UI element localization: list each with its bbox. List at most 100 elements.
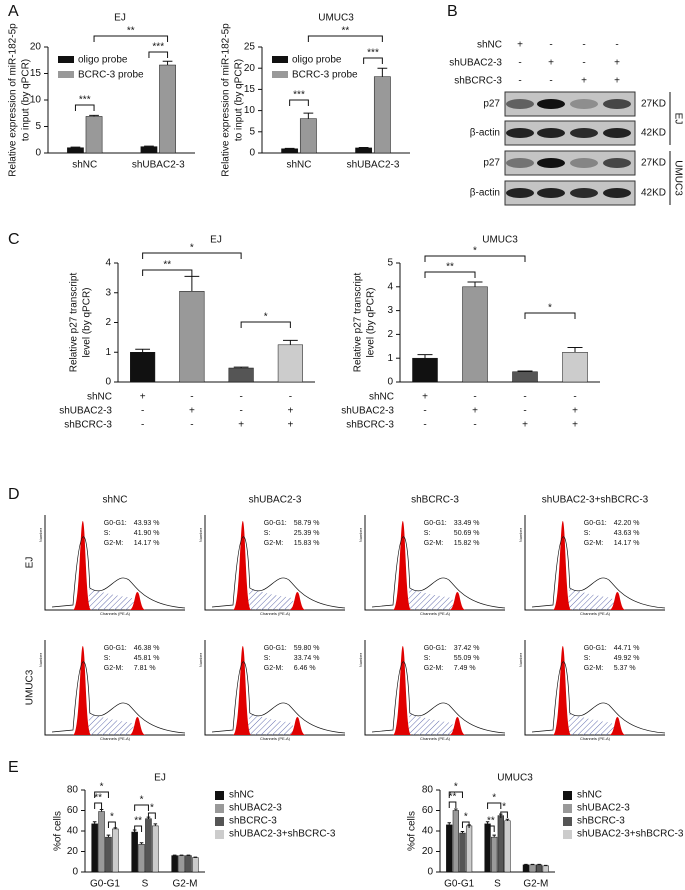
flow-stat-label: G2-M: bbox=[424, 540, 444, 547]
legend-label: oligo probe bbox=[78, 55, 128, 66]
error-bar bbox=[530, 863, 535, 865]
significance-bracket bbox=[500, 811, 508, 818]
significance-bracket bbox=[307, 35, 383, 42]
significance-label: ** bbox=[487, 816, 495, 827]
y-tick-label: 3 bbox=[387, 305, 393, 316]
legend-label: shBCRC-3 bbox=[229, 816, 277, 827]
blot-condition-label: shBCRC-3 bbox=[454, 76, 502, 87]
bar bbox=[504, 820, 511, 873]
bar bbox=[497, 815, 504, 873]
bar bbox=[185, 855, 192, 873]
condition-sign: - bbox=[473, 420, 476, 431]
flow-stat-value: 43.63 % bbox=[614, 530, 640, 537]
condition-label: shUBAC2-3 bbox=[59, 406, 112, 417]
y-tick-label: 20 bbox=[67, 846, 79, 857]
y-tick-label: 0 bbox=[249, 148, 255, 159]
condition-sign: + bbox=[189, 406, 195, 417]
flow-y-axis: Number bbox=[198, 652, 203, 667]
x-tick-label: shNC bbox=[286, 160, 311, 171]
y-tick-label: 10 bbox=[244, 105, 256, 116]
bar bbox=[373, 76, 391, 154]
y-tick-label: 25 bbox=[244, 42, 256, 53]
chart-title: UMUC3 bbox=[318, 13, 354, 24]
error-bar bbox=[135, 348, 151, 353]
flow-stat-value: 43.93 % bbox=[134, 520, 160, 527]
flow-y-axis: Number bbox=[518, 527, 523, 542]
chart-title: UMUC3 bbox=[482, 235, 518, 246]
legend-swatch bbox=[58, 56, 74, 63]
bar bbox=[355, 147, 373, 154]
y-tick-label: 2 bbox=[387, 329, 393, 340]
blot-condition-sign: - bbox=[518, 76, 521, 87]
flow-stat-label: S: bbox=[584, 530, 591, 537]
bar bbox=[446, 824, 453, 873]
error-bar bbox=[92, 821, 97, 824]
blot-band bbox=[603, 99, 631, 109]
flow-stat-value: 45.81 % bbox=[134, 655, 160, 662]
bar bbox=[562, 352, 588, 383]
flow-y-axis: Number bbox=[358, 652, 363, 667]
legend-label: oligo probe bbox=[292, 55, 342, 66]
flow-stat-label: G2-M: bbox=[584, 665, 604, 672]
legend-label: shNC bbox=[229, 790, 254, 801]
flow-column-title: shUBAC2-3 bbox=[249, 495, 302, 506]
blot-band bbox=[537, 99, 565, 109]
blot-cell-line: UMUC3 bbox=[672, 160, 683, 196]
significance-bracket bbox=[107, 821, 116, 828]
significance-label: ** bbox=[163, 260, 171, 271]
error-bar bbox=[417, 354, 433, 359]
y-tick-label: 0 bbox=[427, 867, 433, 878]
flow-s-phase bbox=[567, 713, 618, 735]
flow-stat-label: G0-G1: bbox=[424, 520, 447, 527]
significance-label: ** bbox=[449, 792, 457, 803]
x-tick-label: G2-M bbox=[523, 879, 548, 890]
blot-size-label: 42KD bbox=[641, 188, 666, 199]
flow-g2m-peak bbox=[289, 592, 306, 610]
significance-bracket bbox=[142, 269, 193, 276]
flow-stat-value: 42.20 % bbox=[614, 520, 640, 527]
flow-g0g1-peak bbox=[393, 521, 412, 610]
blot-condition-sign: - bbox=[582, 58, 585, 69]
y-tick-label: 5 bbox=[387, 258, 393, 269]
error-bar bbox=[233, 366, 249, 369]
flow-stat-value: 41.90 % bbox=[134, 530, 160, 537]
y-tick-label: 20 bbox=[30, 42, 42, 53]
error-bar bbox=[537, 863, 541, 865]
legend-label: shNC bbox=[577, 790, 602, 801]
flow-x-axis: Channels (PE-A) bbox=[260, 736, 291, 741]
flow-column-title: shUBAC2-3+shBCRC-3 bbox=[542, 495, 649, 506]
blot-condition-sign: + bbox=[548, 58, 554, 69]
error-bar bbox=[172, 854, 177, 856]
blot-row-label: p27 bbox=[483, 158, 500, 169]
flow-x-axis: Channels (PE-A) bbox=[580, 736, 611, 741]
flow-g0g1-peak bbox=[553, 521, 572, 610]
significance-label: * bbox=[264, 312, 268, 323]
bar bbox=[145, 818, 152, 873]
legend-label: BCRC-3 probe bbox=[78, 70, 144, 81]
flow-x-axis: Channels (PE-A) bbox=[420, 611, 451, 616]
y-tick-label: 20 bbox=[244, 63, 256, 74]
significance-label: ** bbox=[341, 26, 349, 37]
condition-sign: - bbox=[473, 392, 476, 403]
error-bar bbox=[454, 808, 458, 811]
x-tick-label: G2-M bbox=[173, 879, 198, 890]
y-tick-label: 20 bbox=[422, 846, 434, 857]
flow-stat-label: G0-G1: bbox=[584, 520, 607, 527]
error-bar bbox=[153, 823, 158, 826]
flow-stat-label: G2-M: bbox=[104, 540, 124, 547]
blot-condition-sign: - bbox=[582, 40, 585, 51]
flow-s-phase bbox=[87, 713, 138, 735]
y-tick-label: 0 bbox=[105, 377, 111, 388]
error-bar bbox=[485, 821, 490, 824]
blot-condition-sign: + bbox=[614, 76, 620, 87]
flow-stat-label: G0-G1: bbox=[104, 645, 127, 652]
blot-band bbox=[603, 188, 631, 198]
bar bbox=[171, 855, 178, 873]
blot-condition-sign: + bbox=[581, 76, 587, 87]
flow-stat-value: 59.80 % bbox=[294, 645, 320, 652]
flow-y-axis: Number bbox=[38, 527, 43, 542]
significance-label: ** bbox=[134, 816, 142, 827]
bar bbox=[105, 836, 112, 873]
blot-band bbox=[570, 158, 598, 168]
